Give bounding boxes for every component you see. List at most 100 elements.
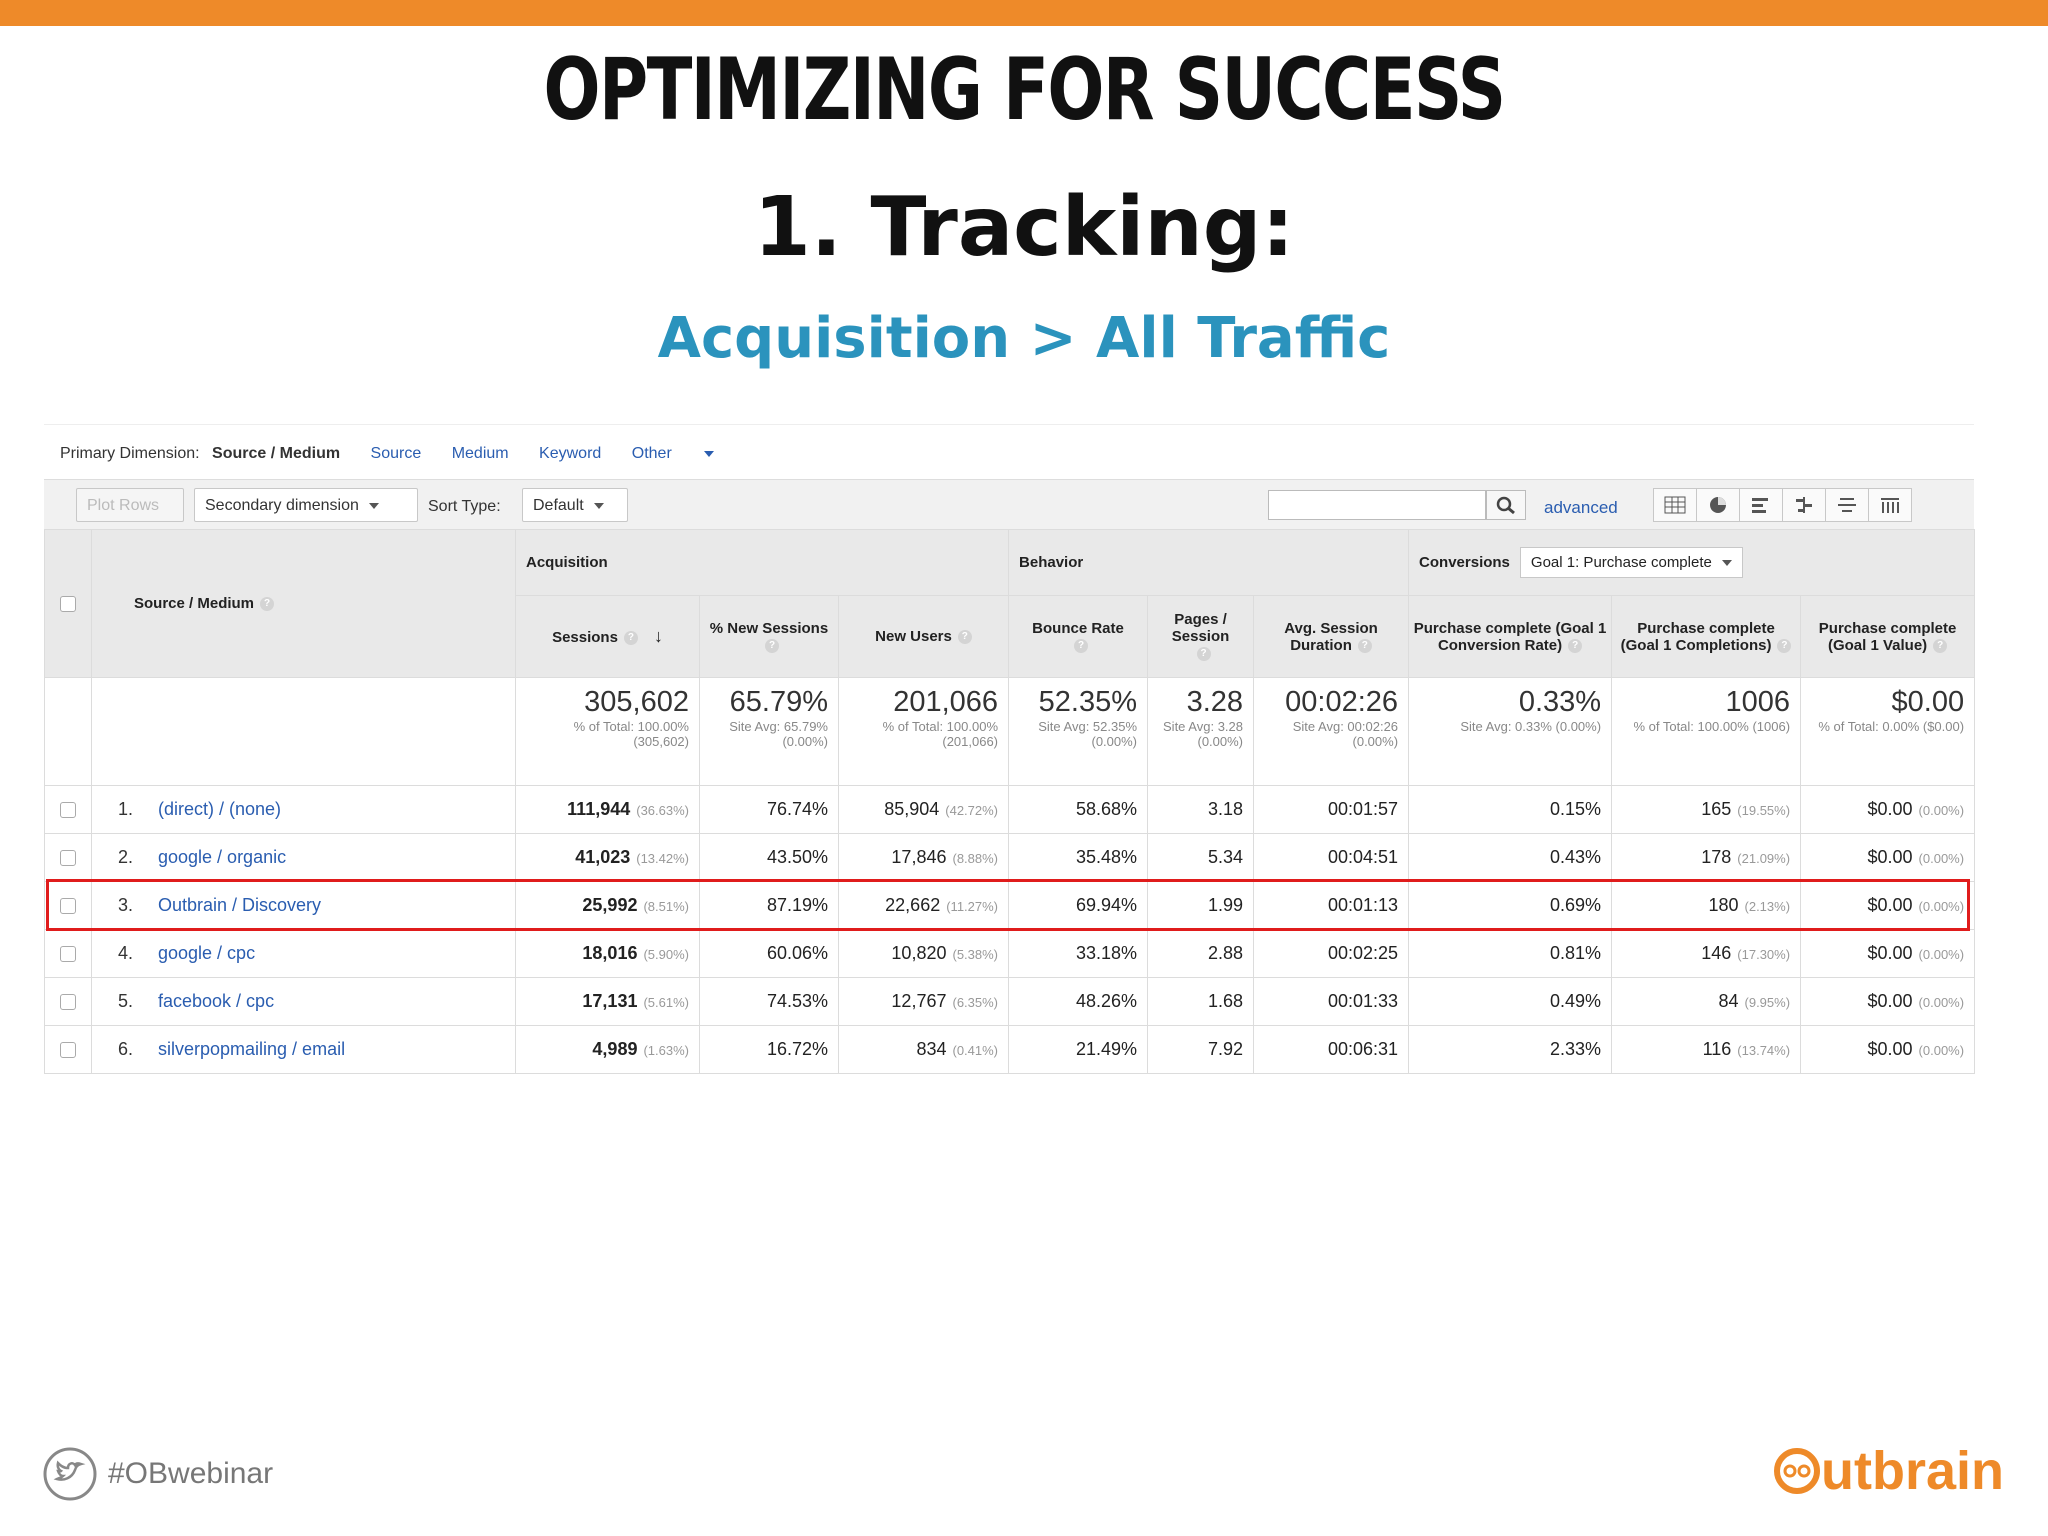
top-accent-bar [0, 0, 2048, 26]
term-cloud-view-button[interactable] [1825, 488, 1869, 522]
secondary-dimension-dropdown[interactable]: Secondary dimension [194, 488, 418, 522]
sessions-pct: (13.42%) [636, 851, 689, 866]
plot-rows-button[interactable]: Plot Rows [76, 488, 184, 522]
performance-view-button[interactable] [1739, 488, 1783, 522]
bar-list-icon [1752, 498, 1768, 513]
column-header-row: Sessions? ↓ % New Sessions? New Users? Bo… [45, 595, 1976, 678]
search-icon [1496, 496, 1515, 515]
totals-completions: 1006% of Total: 100.00% (1006) [1611, 677, 1802, 786]
slide-path: Acquisition > All Traffic [657, 306, 1391, 371]
view-switcher [1653, 488, 1912, 522]
completions-value: 146 [1701, 943, 1732, 963]
conv-rate-cell: 0.81% [1408, 929, 1613, 978]
search-button[interactable] [1486, 490, 1526, 520]
source-link[interactable]: silverpopmailing / email [158, 1039, 346, 1059]
duration-cell: 00:02:25 [1253, 929, 1410, 978]
dimension-source-link[interactable]: Source [370, 445, 422, 462]
search-input[interactable] [1268, 490, 1486, 520]
pie-chart-icon [1710, 497, 1726, 513]
row-rank: 2. [118, 847, 134, 867]
source-link[interactable]: google / cpc [158, 943, 256, 963]
row-select-cell [44, 785, 92, 834]
pages-session-header[interactable]: Pages / Session? [1147, 595, 1255, 678]
advanced-link[interactable]: advanced [1544, 498, 1618, 517]
goal-value-value: $0.00 [1867, 847, 1913, 867]
goal-selector-value: Goal 1: Purchase complete [1530, 554, 1712, 571]
new-sessions-cell: 87.19% [699, 881, 839, 930]
new-sessions-cell: 74.53% [699, 977, 839, 1026]
row-checkbox[interactable] [60, 802, 76, 819]
sort-type-value: Default [533, 497, 584, 514]
help-icon: ? [1777, 638, 1792, 653]
table-row: 6. silverpopmailing / email 4,989 (1.63%) 16… [44, 1025, 1976, 1074]
totals-value: $0.00% of Total: 0.00% ($0.00) [1800, 677, 1976, 786]
row-checkbox[interactable] [60, 1042, 76, 1059]
dimension-other-link[interactable]: Other [632, 445, 740, 462]
source-link[interactable]: google / organic [158, 847, 287, 867]
bounce-cell: 48.26% [1008, 977, 1149, 1026]
dimension-keyword-link[interactable]: Keyword [539, 445, 602, 462]
goal-value-cell: $0.00 (0.00%) [1800, 881, 1976, 930]
table-view-button[interactable] [1653, 488, 1697, 522]
pie-view-button[interactable] [1696, 488, 1740, 522]
new-users-pct: (11.27%) [946, 899, 999, 914]
row-rank: 4. [118, 943, 134, 963]
bounce-rate-header[interactable]: Bounce Rate? [1008, 595, 1149, 678]
new-users-value: 10,820 [891, 943, 947, 963]
sessions-value: 25,992 [582, 895, 638, 915]
duration-cell: 00:01:13 [1253, 881, 1410, 930]
new-sessions-cell: 16.72% [699, 1025, 839, 1074]
conversion-rate-header[interactable]: Purchase complete (Goal 1 Conversion Rat… [1408, 595, 1613, 678]
source-link[interactable]: facebook / cpc [158, 991, 275, 1011]
help-icon: ? [1074, 638, 1089, 653]
completions-value: 116 [1702, 1039, 1732, 1059]
goal-value-pct: (0.00%) [1918, 803, 1965, 818]
footer-hashtag: #OBwebinar [42, 1444, 273, 1504]
sort-type-dropdown[interactable]: Default [522, 488, 628, 522]
totals-new-users: 201,066% of Total: 100.00% (201,066) [837, 677, 1010, 786]
completions-cell: 146 (17.30%) [1611, 929, 1802, 978]
term-cloud-icon [1838, 498, 1856, 512]
source-link[interactable]: (direct) / (none) [158, 799, 282, 819]
comparison-view-button[interactable] [1782, 488, 1826, 522]
avg-duration-header[interactable]: Avg. Session Duration? [1253, 595, 1410, 678]
row-checkbox[interactable] [60, 898, 76, 915]
goal-value-value: $0.00 [1867, 943, 1913, 963]
pivot-view-button[interactable] [1868, 488, 1912, 522]
new-users-pct: (42.72%) [945, 803, 999, 818]
outbrain-eyes-icon [1774, 1448, 1820, 1494]
completions-header[interactable]: Purchase complete (Goal 1 Completions)? [1611, 595, 1802, 678]
new-sessions-header[interactable]: % New Sessions? [699, 595, 839, 678]
source-link[interactable]: Outbrain / Discovery [158, 895, 322, 915]
row-rank: 3. [118, 895, 134, 915]
row-select-cell [44, 1025, 92, 1074]
sessions-value: 18,016 [582, 943, 638, 963]
goal-value-header[interactable]: Purchase complete (Goal 1 Value)? [1800, 595, 1976, 678]
primary-dimension-bar: Primary Dimension: Source / Medium Sourc… [60, 445, 766, 463]
bounce-cell: 58.68% [1008, 785, 1149, 834]
totals-empty-cell [44, 677, 92, 786]
sessions-header[interactable]: Sessions? ↓ [515, 595, 700, 678]
totals-new-users-note: % of Total: 100.00% (201,066) [882, 719, 999, 749]
select-all-checkbox[interactable] [60, 596, 76, 613]
help-icon: ? [1357, 638, 1372, 653]
goal-value-pct: (0.00%) [1918, 899, 1965, 914]
totals-sessions-value: 305,602 [584, 686, 689, 718]
row-checkbox[interactable] [60, 850, 76, 867]
new-users-cell: 85,904 (42.72%) [837, 785, 1010, 834]
new-users-header[interactable]: New Users? [837, 595, 1010, 678]
dimension-medium-link[interactable]: Medium [451, 445, 509, 462]
goal-value-pct: (0.00%) [1918, 851, 1965, 866]
row-checkbox[interactable] [60, 994, 76, 1011]
completions-cell: 180 (2.13%) [1611, 881, 1802, 930]
bounce-cell: 35.48% [1008, 833, 1149, 882]
chevron-down-icon [368, 502, 379, 509]
report-toolbar: Plot Rows Secondary dimension Sort Type:… [44, 479, 1974, 531]
row-checkbox[interactable] [60, 946, 76, 963]
help-icon: ? [260, 597, 275, 612]
goal-selector-dropdown[interactable]: Goal 1: Purchase complete [1519, 547, 1743, 578]
completions-label: Purchase complete (Goal 1 Completions) [1620, 619, 1775, 654]
totals-value-note: % of Total: 0.00% ($0.00) [1818, 719, 1965, 734]
source-medium-header[interactable]: Source / Medium? [91, 529, 516, 678]
row-rank: 6. [118, 1039, 134, 1059]
